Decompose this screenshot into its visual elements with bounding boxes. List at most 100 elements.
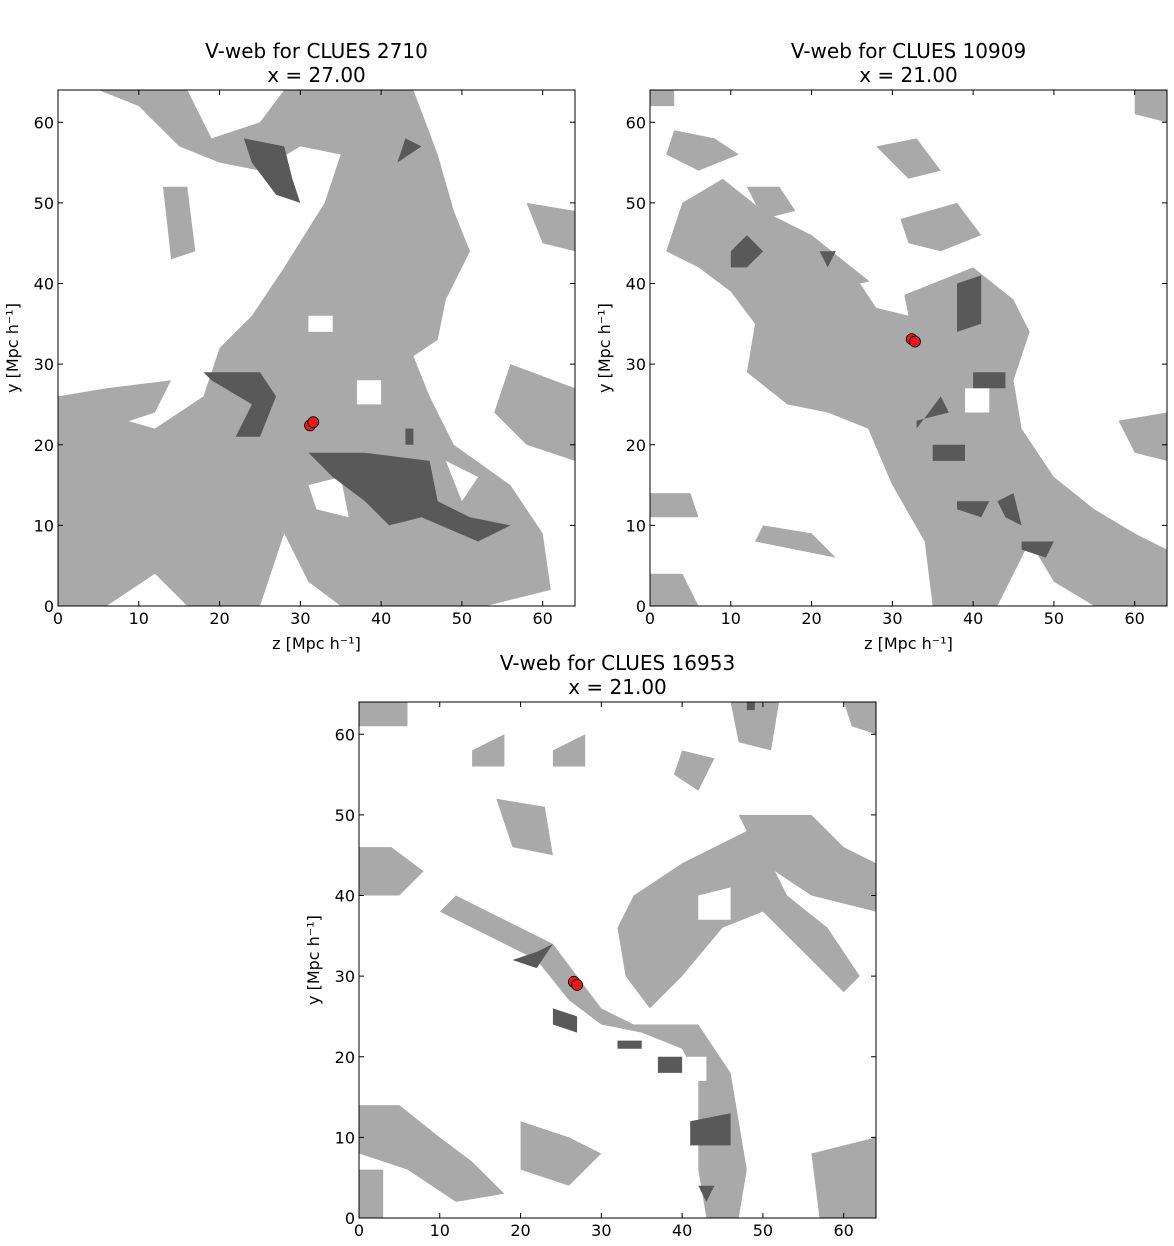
sheet-region	[526, 202, 575, 252]
void-region	[965, 388, 990, 413]
y-tick-label: 20	[626, 436, 646, 455]
region-layer	[650, 90, 1167, 606]
x-tick-label: 20	[209, 609, 229, 628]
y-tick-label: 50	[34, 194, 54, 213]
x-tick-label: 30	[882, 609, 902, 628]
y-tick-label: 0	[44, 597, 54, 616]
x-tick-label: 0	[645, 609, 655, 628]
sheet-region	[359, 702, 408, 727]
chart-subtitle: x = 21.00	[568, 675, 667, 699]
sheet-region	[876, 138, 941, 179]
sheet-region	[359, 1105, 505, 1202]
filament-region	[243, 138, 301, 203]
x-tick-label: 30	[290, 609, 310, 628]
y-tick-label: 0	[345, 1209, 355, 1228]
x-tick-label: 10	[129, 609, 149, 628]
x-tick-label: 20	[510, 1221, 530, 1240]
x-tick-label: 50	[753, 1221, 773, 1240]
sheet-region	[496, 798, 553, 856]
filament-region	[973, 372, 1006, 389]
sheet-region	[650, 493, 699, 518]
sheet-region	[738, 814, 876, 912]
filament-region	[746, 702, 755, 711]
x-tick-label: 60	[533, 609, 553, 628]
filament-region	[730, 235, 764, 268]
sheet-region	[58, 533, 139, 574]
filament-region	[203, 372, 277, 437]
filament-region	[1021, 541, 1054, 558]
y-tick-label: 60	[626, 113, 646, 132]
halo-marker	[307, 416, 320, 429]
filament-region	[997, 493, 1022, 526]
chart-subtitle: x = 21.00	[859, 63, 958, 87]
sheet-region	[617, 831, 860, 1009]
sheet-region	[359, 847, 424, 896]
y-axis-label: y [Mpc h⁻¹]	[3, 303, 22, 393]
y-axis-label: y [Mpc h⁻¹]	[595, 303, 614, 393]
y-tick-label: 10	[34, 516, 54, 535]
sheet-region	[494, 364, 575, 461]
x-tick-label: 60	[834, 1221, 854, 1240]
sheet-region	[520, 1121, 602, 1186]
filament-region	[657, 1056, 683, 1073]
region-layer	[359, 702, 876, 1218]
sheet-region	[730, 702, 780, 751]
sheet-region	[163, 186, 196, 260]
sheet-region	[650, 90, 675, 107]
void-region	[698, 887, 731, 920]
sheet-region	[666, 130, 739, 171]
void-region	[308, 315, 333, 332]
y-tick-label: 50	[335, 806, 355, 825]
void-region	[860, 275, 909, 316]
y-tick-label: 30	[34, 355, 54, 374]
x-tick-label: 40	[672, 1221, 692, 1240]
sheet-region	[439, 895, 747, 1218]
y-tick-label: 40	[335, 887, 355, 906]
y-tick-label: 60	[34, 113, 54, 132]
plot-background	[359, 702, 876, 1218]
x-tick-label: 50	[452, 609, 472, 628]
chart-subtitle: x = 27.00	[267, 63, 366, 87]
sheet-region	[811, 1137, 876, 1218]
sheet-region	[868, 315, 949, 381]
y-tick-label: 30	[335, 967, 355, 986]
y-tick-label: 50	[626, 194, 646, 213]
x-tick-label: 30	[591, 1221, 611, 1240]
x-tick-label: 10	[721, 609, 741, 628]
y-tick-label: 20	[335, 1048, 355, 1067]
x-axis-label: z [Mpc h⁻¹]	[864, 634, 953, 653]
sheet-region	[755, 525, 836, 558]
y-tick-label: 10	[626, 516, 646, 535]
plot-frame	[649, 89, 1168, 607]
x-tick-label: 40	[963, 609, 983, 628]
x-tick-label: 20	[801, 609, 821, 628]
y-tick-label: 10	[335, 1128, 355, 1147]
sheet-region	[666, 178, 1167, 606]
sheet-region	[1118, 412, 1167, 461]
y-tick-label: 20	[34, 436, 54, 455]
filament-region	[916, 396, 949, 429]
sheet-region	[552, 734, 586, 767]
filament-region	[957, 501, 990, 518]
sheet-region	[650, 573, 699, 606]
sheet-region	[900, 202, 982, 252]
filament-region	[405, 428, 414, 445]
filament-region	[932, 444, 965, 461]
y-axis-label: y [Mpc h⁻¹]	[304, 915, 323, 1005]
x-tick-label: 60	[1125, 609, 1145, 628]
filament-region	[512, 943, 553, 969]
y-tick-label: 30	[626, 355, 646, 374]
y-tick-label: 40	[34, 275, 54, 294]
plot-frame	[57, 89, 576, 607]
filament-region	[957, 275, 982, 332]
sheet-region	[674, 750, 715, 791]
sheet-region	[359, 1169, 384, 1218]
chart-panel-3: 0 10 20 30 40 50 60 0 10 20 30 40 50 60 V-web for CLUE…	[304, 651, 877, 1240]
filament-region	[552, 1008, 578, 1033]
chart-panel-1: 0 10 20 30 40 50 60 0 10 20 30 40 50 60 V-web for CLUE…	[3, 39, 576, 653]
x-tick-label: 0	[354, 1221, 364, 1240]
filament-region	[397, 138, 422, 163]
y-tick-label: 60	[335, 725, 355, 744]
filament-region	[698, 1185, 715, 1202]
